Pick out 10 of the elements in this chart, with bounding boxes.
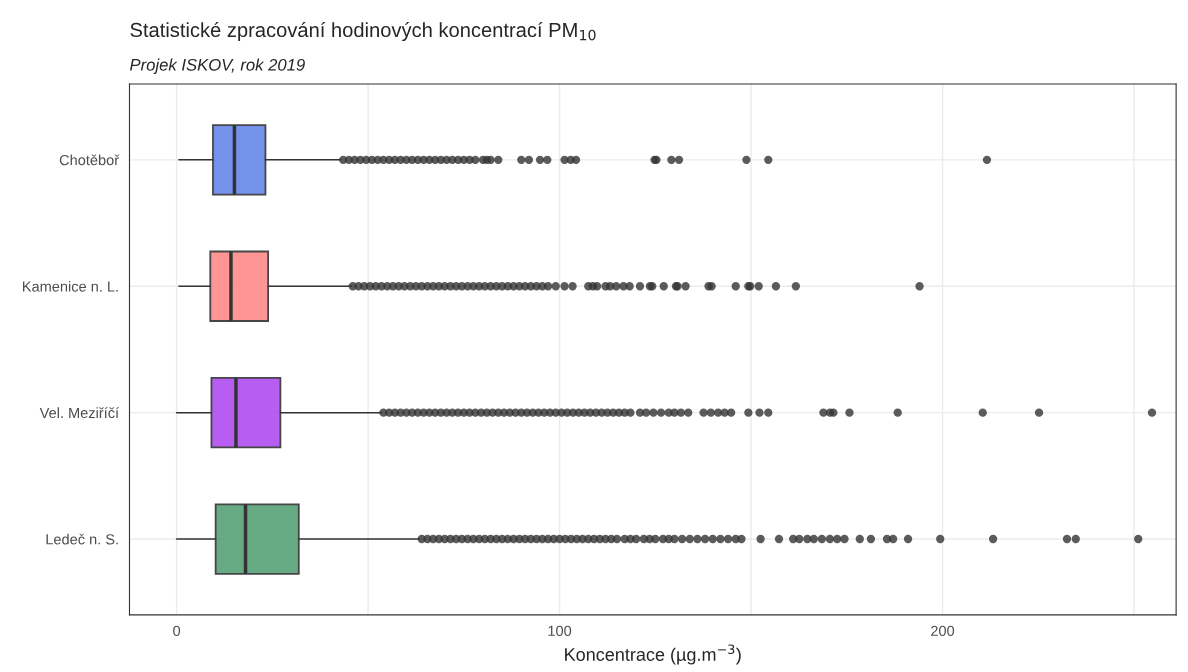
y-tick-label: Ledeč n. S. (46, 533, 118, 545)
y-tick-label: Kamenice n. L. (23, 280, 118, 292)
y-tick-label: Chotěboř (59, 154, 120, 166)
y-tick-label: Vel. Meziříčí (39, 407, 120, 419)
chart-subtitle: Projek ISKOV, rok 2019 (130, 58, 305, 75)
x-tick-label: 0 (173, 625, 181, 637)
x-axis-title: Koncentrace (µg.m$^{−3}$) (565, 644, 741, 665)
chart-title: Statistické zpracování hodinových koncentrací PM$_{10}$ (130, 22, 596, 42)
x-tick-label: 100 (548, 625, 572, 637)
x-tick-label: 200 (931, 625, 955, 637)
